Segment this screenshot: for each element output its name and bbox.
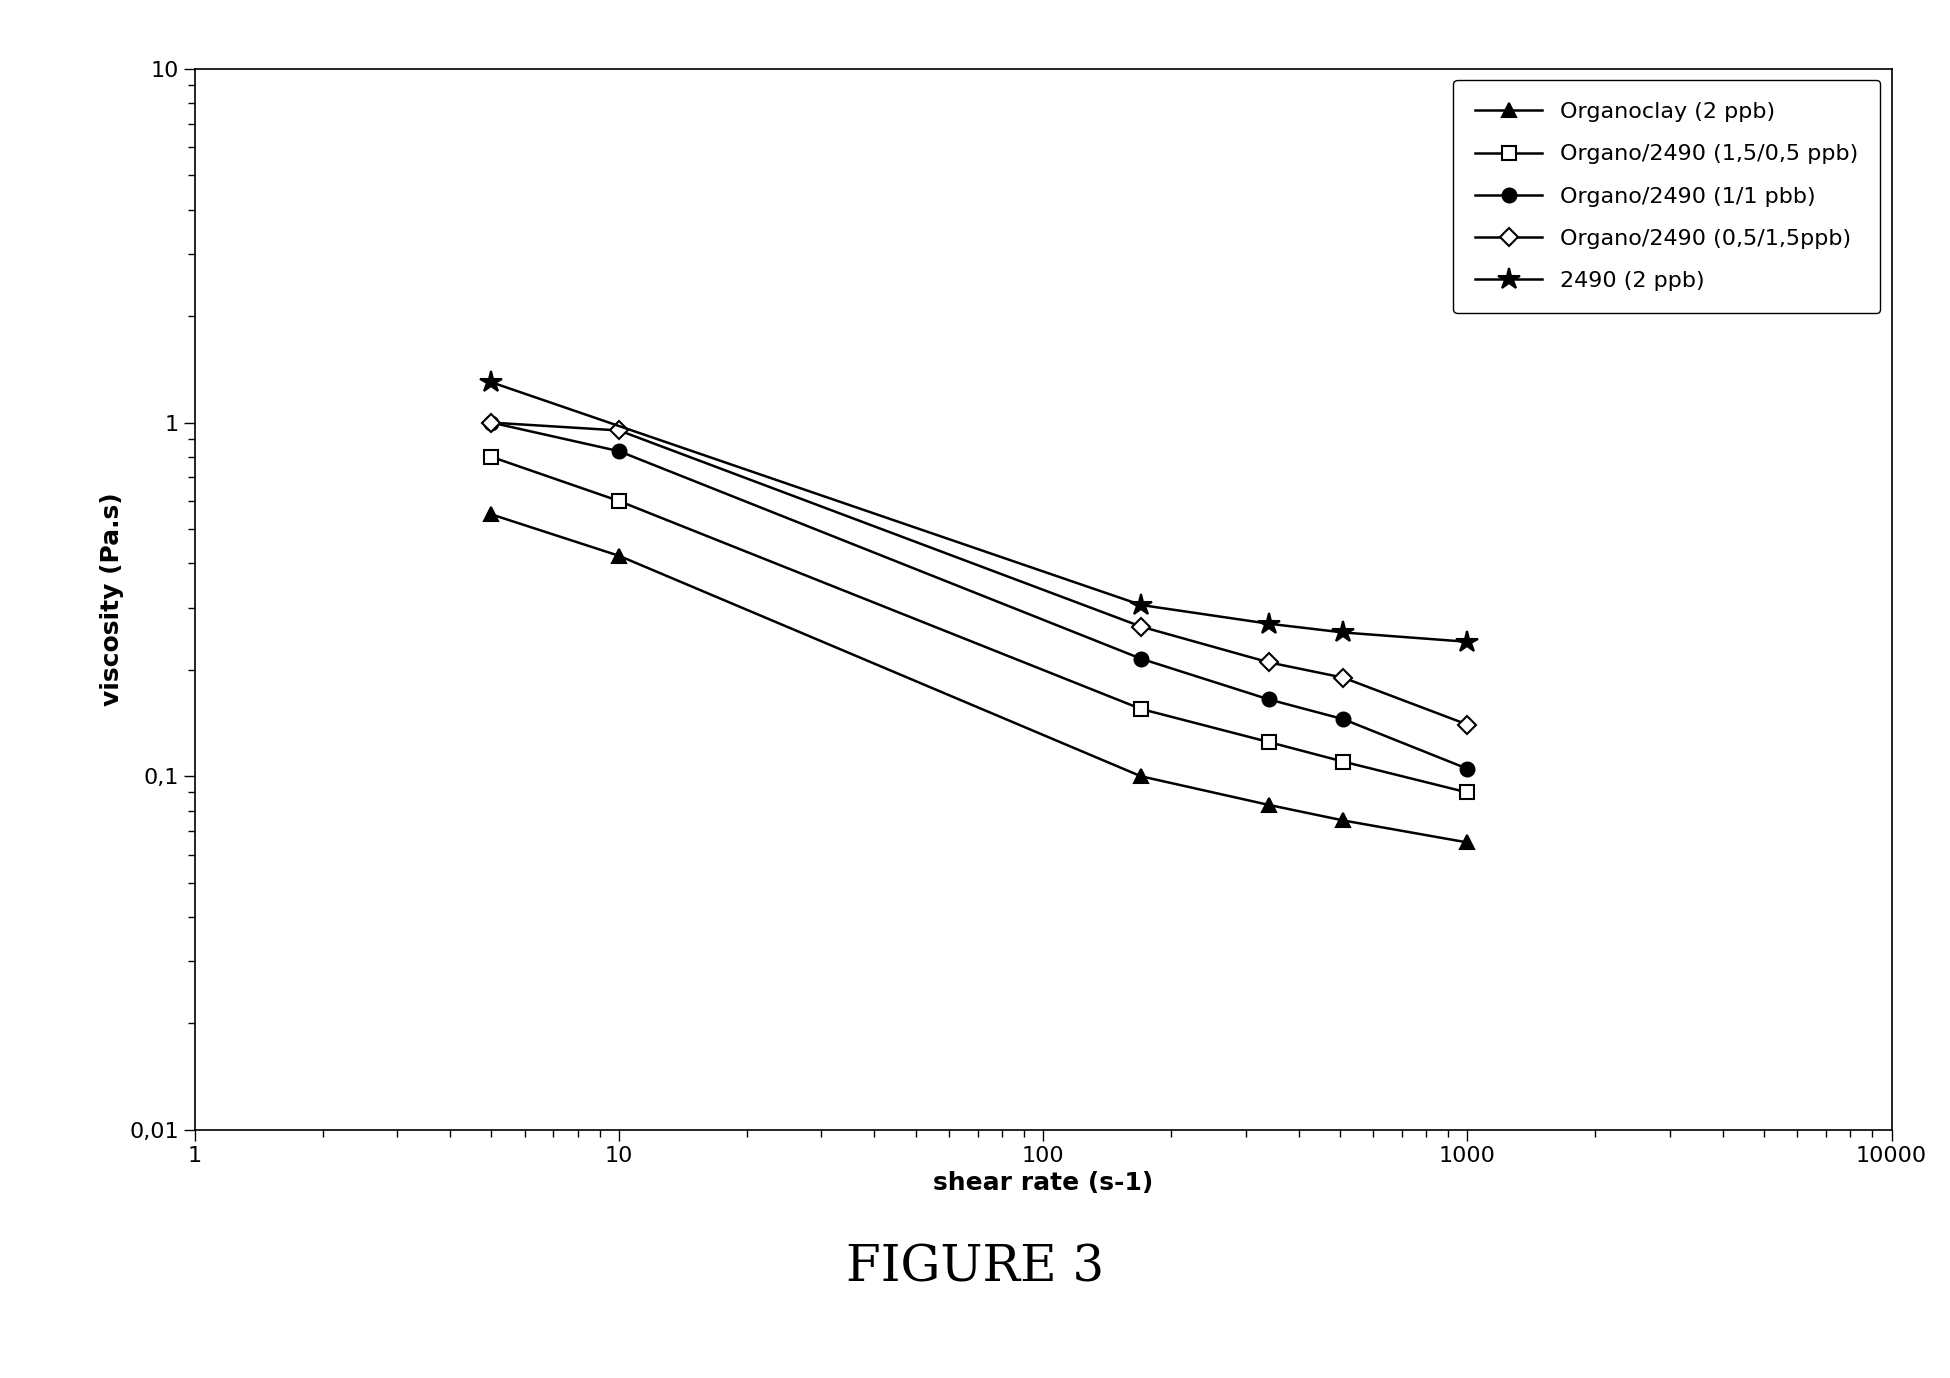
Organo/2490 (1/1 pbb) xyxy=(1455,761,1478,777)
Legend: Organoclay (2 ppb), Organo/2490 (1,5/0,5 ppb), Organo/2490 (1/1 pbb), Organo/249: Organoclay (2 ppb), Organo/2490 (1,5/0,5… xyxy=(1453,80,1880,313)
2490 (2 ppb) xyxy=(480,373,503,390)
Organo/2490 (1,5/0,5 ppb) xyxy=(1455,784,1478,801)
Organo/2490 (0,5/1,5ppb) xyxy=(1129,619,1152,635)
Organo/2490 (0,5/1,5ppb) xyxy=(1258,655,1281,671)
Organoclay (2 ppb) xyxy=(480,506,503,522)
Organo/2490 (1,5/0,5 ppb) xyxy=(1332,754,1355,770)
Organo/2490 (0,5/1,5ppb) xyxy=(608,422,632,438)
Organo/2490 (1/1 pbb) xyxy=(1332,711,1355,728)
Organo/2490 (1,5/0,5 ppb) xyxy=(480,449,503,466)
Organo/2490 (1/1 pbb) xyxy=(608,442,632,459)
Organoclay (2 ppb) xyxy=(1455,834,1478,850)
Organoclay (2 ppb) xyxy=(1258,796,1281,813)
Organo/2490 (1,5/0,5 ppb) xyxy=(608,493,632,510)
Organoclay (2 ppb) xyxy=(1129,768,1152,784)
Line: 2490 (2 ppb): 2490 (2 ppb) xyxy=(480,371,1478,653)
2490 (2 ppb) xyxy=(1332,624,1355,641)
Y-axis label: viscosity (Pa.s): viscosity (Pa.s) xyxy=(99,492,125,707)
X-axis label: shear rate (s-1): shear rate (s-1) xyxy=(934,1171,1152,1196)
2490 (2 ppb) xyxy=(1258,616,1281,633)
Organo/2490 (0,5/1,5ppb) xyxy=(480,415,503,431)
Organo/2490 (1/1 pbb) xyxy=(1258,692,1281,708)
Organoclay (2 ppb) xyxy=(1332,812,1355,828)
Organo/2490 (0,5/1,5ppb) xyxy=(1455,717,1478,733)
Text: FIGURE 3: FIGURE 3 xyxy=(846,1243,1104,1293)
2490 (2 ppb) xyxy=(1455,634,1478,650)
Organo/2490 (1/1 pbb) xyxy=(1129,650,1152,667)
Organo/2490 (1,5/0,5 ppb) xyxy=(1129,700,1152,717)
Line: Organo/2490 (1/1 pbb): Organo/2490 (1/1 pbb) xyxy=(484,416,1474,776)
2490 (2 ppb) xyxy=(1129,597,1152,613)
Organo/2490 (0,5/1,5ppb) xyxy=(1332,670,1355,686)
Organo/2490 (1/1 pbb) xyxy=(480,415,503,431)
Organo/2490 (1,5/0,5 ppb) xyxy=(1258,733,1281,750)
Line: Organo/2490 (1,5/0,5 ppb): Organo/2490 (1,5/0,5 ppb) xyxy=(484,451,1474,799)
Organoclay (2 ppb) xyxy=(608,547,632,564)
Line: Organo/2490 (0,5/1,5ppb): Organo/2490 (0,5/1,5ppb) xyxy=(486,416,1474,730)
Line: Organoclay (2 ppb): Organoclay (2 ppb) xyxy=(484,507,1474,849)
